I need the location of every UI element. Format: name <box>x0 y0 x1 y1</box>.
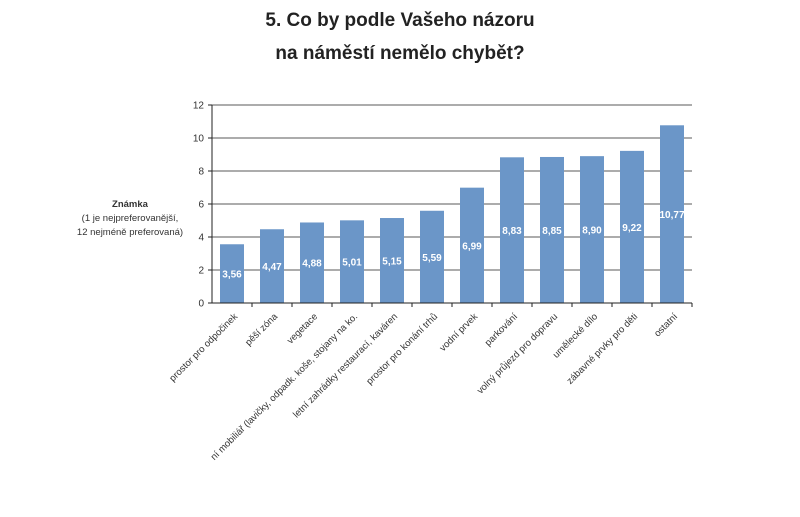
bar <box>340 220 364 303</box>
data-label: 8,83 <box>502 226 522 237</box>
data-label: 5,15 <box>382 257 402 268</box>
x-tick-label: zábavné prvky pro děti <box>565 311 640 386</box>
data-label: 10,77 <box>659 210 684 221</box>
x-tick-label: vodní prvek <box>438 311 481 354</box>
bar <box>540 156 564 303</box>
x-tick-label: ní mobiliář (lavičky, odpadk. koše, stoj… <box>209 311 360 462</box>
chart-title-line-2: na náměstí nemělo chybět? <box>275 43 525 64</box>
x-tick-label: ostatní <box>652 311 680 339</box>
data-label: 4,47 <box>262 262 282 273</box>
data-label: 8,85 <box>542 226 562 237</box>
bar <box>260 229 284 303</box>
y-tick-label: 4 <box>198 233 204 244</box>
data-label: 5,01 <box>342 258 362 269</box>
x-tick-label: prostor pro odpočinek <box>167 311 240 384</box>
data-label: 6,99 <box>462 241 482 252</box>
data-label: 9,22 <box>622 223 642 234</box>
data-label: 5,59 <box>422 253 442 264</box>
bar <box>500 157 524 303</box>
data-label: 4,88 <box>302 259 322 270</box>
y-tick-label: 2 <box>198 266 204 277</box>
y-tick-label: 10 <box>193 134 205 145</box>
data-label: 3,56 <box>222 270 242 281</box>
x-tick-label: volný průjezd pro dopravu <box>475 311 560 396</box>
x-tick-label: vegetace <box>285 311 320 346</box>
bar <box>460 187 484 303</box>
data-label: 8,90 <box>582 226 602 237</box>
chart-title-line-1: 5. Co by podle Vašeho názoru <box>265 10 535 31</box>
y-tick-label: 12 <box>193 101 205 112</box>
bar <box>580 156 604 303</box>
y-tick-label: 6 <box>198 200 204 211</box>
bar <box>220 244 244 303</box>
y-tick-label: 8 <box>198 167 204 178</box>
y-axis-label-note-2: 12 nejméně preferovaná) <box>76 227 184 238</box>
bar <box>620 150 644 303</box>
y-axis-label: Známka <box>112 199 148 210</box>
bar <box>420 210 444 303</box>
bar <box>660 125 684 303</box>
x-tick-label: pěší zóna <box>243 311 280 348</box>
bar <box>300 222 324 303</box>
y-tick-label: 0 <box>198 299 204 310</box>
x-tick-label: prostor pro konání trhů <box>364 311 440 387</box>
y-axis-label-note-1: (1 je nejpreferovanější, <box>81 213 179 224</box>
bar <box>380 218 404 303</box>
x-tick-label: parkování <box>483 311 521 349</box>
